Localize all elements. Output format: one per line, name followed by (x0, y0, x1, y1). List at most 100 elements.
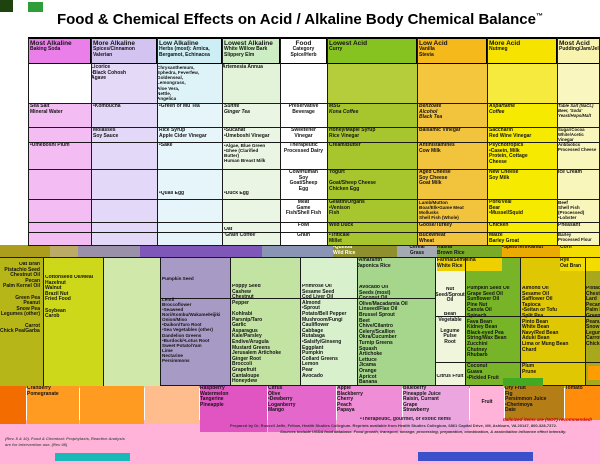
grid-hline (28, 37, 600, 38)
mid-strip-more-acid-wrap (0, 258, 43, 388)
cell-mid-low-alkaline: Primrose Oil Sesame Seed Cod Liver Oil A… (302, 284, 347, 379)
cell-beverage-more-acid: Aspartame Coffee (489, 104, 515, 115)
cell-beverage-lowest-acid: MSG Kona Coffee (329, 104, 359, 115)
fruit-cell-acid-wrap-3 (145, 386, 199, 424)
mid-strip-low-acid (520, 258, 585, 388)
grid-vline (160, 258, 161, 388)
footer-legend-italic: Italicized items are (NOT) recommended! (503, 417, 593, 422)
cell-grain-low-acid: Buckwheat Wheat (419, 233, 446, 244)
cell-dairy-low-acid: Aged Cheese Soy Cheese Goat Milk (419, 170, 451, 187)
header-lowest-alkaline: Lowest Alkaline White Willow Bark Slippe… (222, 38, 280, 64)
grid-hline (28, 222, 600, 223)
column-strip-more-alkaline (91, 103, 157, 245)
cell-therapeutic-more-acid: Psychotropics •Casein, Milk Protein, Cot… (489, 143, 528, 165)
scan-mark-corner (0, 0, 13, 12)
cell-mid-lowest-acid: Pumpkin Seed Oil Grape Seed Oil Sunflowe… (467, 286, 510, 381)
trademark-symbol: ™ (536, 13, 543, 20)
cell-mid-low-acid: Almond Oil Sesame Oil Safflower Oil Tapi… (522, 286, 569, 375)
footer-note-left-1: (Rev. 8 & 10). Food & Chemical: Prophyla… (5, 437, 125, 441)
grid-vline (43, 258, 44, 388)
cell-meat-more-acid: Pork/Veal Bear •Mussel/Squid (489, 200, 523, 217)
column-strip-most-alkaline (28, 103, 91, 245)
grid-hline (435, 362, 600, 363)
mid-strip-food-category (435, 258, 465, 388)
cell-therapeutic-most-alkaline: •Umeboshi Plum (30, 143, 70, 148)
fruit-cell-low-acid: Tomato (565, 386, 600, 420)
cell-dairy-lowest-acid: Yogurt Goat/Sheep Cheese Chicken Egg (329, 170, 376, 192)
column-strip-low-alkaline (157, 103, 222, 245)
header-more-acid: More Acid Nutmeg (487, 38, 557, 64)
header-most-alkaline: Most Alkaline Baking Soda (28, 38, 91, 64)
band-cell-quinoa: •Quinoa Wild Rice (333, 245, 397, 258)
fruit-cell-acid-wrap-1 (0, 386, 26, 424)
cell-therapeutic-category: Therapeutic Processed Dairy (283, 143, 324, 154)
fruit-cell-acid-wrap-2 (80, 386, 144, 424)
cell-beverage-low-acid: Benzoate Alcohol Black Tea (419, 104, 443, 121)
grid-hline (0, 257, 600, 258)
grid-vline (557, 38, 558, 245)
column-strip-more-acid (487, 103, 557, 245)
grid-vline (230, 258, 231, 388)
cell-therapeutic-lowest-acid: Cream/Butter (329, 143, 361, 148)
header-more-alkaline: More Alkaline Spices/Cinnamon Valerian (91, 38, 157, 64)
bottom-strip-blue (418, 452, 533, 461)
grid-vline (91, 38, 92, 245)
cell-meat-lowest-acid: Gelatin/Organs •Venison Fish (329, 200, 365, 217)
grid-hline (435, 316, 600, 317)
cell-sweetener-lowest-acid: Honey/Maple Syrup Rice Vinegar (329, 128, 376, 139)
fruit-cell-category: Fruit (470, 386, 504, 432)
grid-vline (28, 38, 29, 245)
cell-sweetener-low-acid: Balsamic Vinegar (419, 128, 461, 133)
grid-hline (28, 232, 600, 233)
mid-strip-most-alkaline (160, 258, 230, 388)
cell-sweetener-low-alkaline: Rice Syrup Apple Cider Vinegar (159, 128, 207, 139)
mid-strip-low-alkaline (300, 258, 357, 388)
mid-strip-lowest-acid (465, 258, 520, 388)
cell-mid-more-acid-edge: Pistachio Seed Chestnut Oil Lard Pecan P… (586, 286, 600, 347)
band-cell-amaranth: •Amaranth Japonica Rice (357, 258, 435, 271)
grid-vline (103, 258, 104, 388)
cell-sweetener-more-acid: Saccharin Red Wine Vinegar (489, 128, 532, 139)
cell-beverage-most-acid: Table Salt (NaCL) Beer, 'Soda' Yeast/Hop… (558, 104, 594, 118)
cell-mid-category-nut: Nut Seed/Sprout Oil (435, 287, 465, 304)
grid-vline (280, 38, 281, 245)
cell-beverage-most-alkaline: Sea Salt Mineral Water (30, 104, 63, 115)
cell-fowl-low-acid: Goose/Turkey (419, 223, 452, 228)
grid-hline (28, 142, 600, 143)
band-swatch-slate (262, 245, 333, 258)
cell-beverage-low-alkaline: •Green or Mu Tea (159, 104, 200, 109)
cell-mid-most-acid-wrapped: Cottonseed Oil/Meal Hazelnut Walnut Braz… (45, 275, 94, 320)
column-strip-food-category (280, 103, 327, 245)
fruit-cell-more-acid: Cranberry Pomegranate (27, 386, 79, 424)
band-cell-kasha: Kasha Brown Rice (437, 245, 502, 258)
grid-hline (28, 127, 600, 128)
page-title: Food & Chemical Effects on Acid / Alkali… (0, 11, 600, 28)
grid-hline (28, 199, 600, 200)
cell-fowl-most-acid: Pheasant (558, 223, 581, 228)
grid-vline (435, 258, 436, 388)
header-ext-most-acid (557, 64, 600, 103)
cell-grain-lowest-acid: •Triticale Millet (329, 233, 350, 244)
cell-dairy-low-alkaline: •Quail Egg (159, 191, 185, 196)
column-strip-lowest-acid (327, 103, 417, 245)
cell-dairy-lowest-alkaline: •Duck Egg (224, 191, 249, 196)
cell-sweetener-more-alkaline: Molasses Soy Sauce (93, 128, 119, 139)
fruit-cell-low-alkaline: Apple Blackberry Cherry Peach Papaya (337, 386, 402, 432)
mid-strip-more-acid-edge (585, 258, 600, 388)
band-swatch-mauve (78, 245, 140, 258)
band-swatch-khaki (50, 245, 78, 258)
cell-meat-most-acid: Beef Shell Fish (Processed) •Lobster (558, 200, 585, 221)
cell-mid-more-alkaline: Poppy Seed Cashew Chestnut Pepper Kohlra… (232, 284, 282, 385)
grid-vline (520, 258, 521, 388)
grid-vline (157, 38, 158, 245)
cell-mid-most-alkaline: Pumpkin Seed Lentil Broccoflower •Seawee… (162, 276, 221, 364)
cell-meat-low-acid: Lamb/Mutton Boar/Elk•Game Meat Mollusks … (419, 200, 464, 221)
cell-beverage-category: Preservative Beverage (288, 104, 319, 115)
scan-mark-top (28, 2, 43, 12)
scan-artifact-orange (588, 366, 600, 380)
grid-hline (28, 169, 600, 170)
cell-grain-category: Grain (296, 233, 311, 238)
header-lowest-acid: Lowest Acid Curry (327, 38, 417, 64)
cell-dairy-category: Cow/Human Soy Goat/Sheep Egg (289, 170, 318, 192)
